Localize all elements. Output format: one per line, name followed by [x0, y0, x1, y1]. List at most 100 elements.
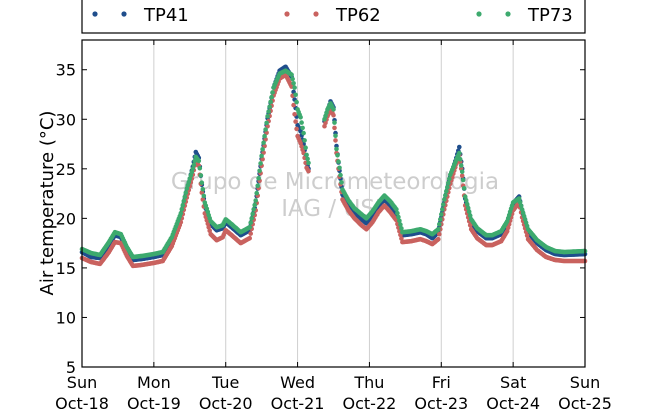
data-point — [261, 140, 266, 145]
data-point — [459, 173, 465, 179]
data-point — [289, 72, 294, 77]
data-point — [461, 186, 467, 191]
legend: TP41 TP62 TP73 — [81, 0, 586, 34]
data-point — [464, 201, 470, 207]
x-tick-label-date: Oct-23 — [414, 394, 468, 409]
data-point — [458, 163, 464, 168]
data-point — [331, 107, 336, 112]
legend-marker — [476, 11, 482, 17]
data-point — [332, 120, 337, 125]
x-tick-label-day: Wed — [280, 373, 315, 392]
data-point — [201, 193, 207, 199]
x-tick-label-date: Oct-24 — [486, 394, 540, 409]
data-point — [336, 159, 341, 164]
data-point — [199, 180, 205, 185]
data-point — [437, 231, 442, 237]
series-tp73 — [79, 68, 588, 260]
data-point — [291, 102, 296, 108]
data-point — [459, 169, 465, 175]
data-point — [248, 231, 253, 236]
x-tick-label-day: Thu — [353, 373, 384, 392]
data-point — [292, 85, 297, 90]
data-point — [301, 130, 306, 136]
data-point — [440, 207, 445, 212]
data-point — [516, 196, 522, 201]
data-point — [436, 236, 441, 242]
data-point — [198, 173, 204, 178]
data-point — [524, 233, 530, 238]
data-point — [293, 119, 298, 124]
x-tick-label-day: Mon — [137, 373, 171, 392]
data-point — [399, 226, 404, 231]
data-point — [518, 203, 524, 209]
data-point — [305, 156, 310, 162]
data-point — [181, 198, 187, 204]
data-point — [396, 214, 401, 220]
data-point — [446, 180, 451, 186]
x-tick-label-day: Sat — [500, 373, 526, 392]
legend-marker — [121, 11, 127, 17]
data-point — [457, 150, 462, 156]
x-tick-label-day: Tue — [211, 373, 239, 392]
data-point — [254, 190, 259, 196]
data-point — [467, 213, 473, 218]
data-point — [268, 99, 273, 105]
data-point — [460, 177, 466, 183]
x-tick-label-date: Oct-19 — [127, 394, 181, 409]
data-point — [300, 125, 305, 131]
data-point — [399, 236, 404, 241]
data-point — [197, 165, 203, 171]
data-point — [444, 189, 449, 194]
x-axis-ticks: Sun Oct-18 Mon Oct-19 Tue Oct-20 Wed Oct-21 Thu O… — [55, 40, 612, 409]
data-point — [269, 94, 274, 100]
y-tick-label: 5 — [66, 358, 76, 377]
x-tick-label-date: Oct-22 — [343, 394, 397, 409]
data-point — [457, 156, 463, 162]
data-point — [338, 172, 343, 178]
data-point — [298, 115, 303, 120]
data-point — [247, 235, 252, 241]
data-point — [397, 218, 402, 224]
data-point — [395, 210, 400, 216]
y-tick-label: 30 — [56, 110, 76, 129]
data-point — [505, 225, 511, 231]
data-point — [264, 120, 269, 126]
data-point — [394, 207, 399, 212]
data-point — [292, 112, 297, 117]
data-point — [333, 133, 338, 139]
data-point — [270, 90, 275, 95]
data-point — [191, 162, 197, 168]
data-point — [248, 220, 253, 226]
data-point — [290, 76, 295, 82]
legend-marker — [92, 11, 98, 17]
data-point — [247, 225, 252, 230]
x-tick-label-date: Oct-25 — [558, 394, 612, 409]
x-tick-label-day: Fri — [432, 373, 451, 392]
data-point — [265, 114, 270, 119]
data-point — [262, 133, 267, 139]
y-tick-label: 15 — [56, 259, 76, 278]
data-point — [306, 160, 311, 166]
data-point — [299, 120, 304, 125]
data-point — [255, 183, 260, 188]
data-point — [302, 138, 307, 143]
data-point — [183, 190, 189, 196]
data-point — [294, 99, 299, 105]
data-point — [257, 168, 262, 174]
data-point — [462, 194, 468, 199]
data-point — [333, 138, 338, 143]
x-tick-label-date: Oct-18 — [55, 394, 109, 409]
x-tick-label-date: Oct-20 — [199, 394, 253, 409]
data-point — [267, 104, 272, 109]
data-point — [294, 126, 299, 132]
data-point — [291, 81, 296, 86]
data-point — [253, 198, 258, 203]
y-axis-ticks: 5 10 15 20 25 30 35 — [56, 61, 585, 377]
data-point — [467, 223, 473, 228]
data-point — [466, 209, 472, 215]
data-point — [331, 113, 336, 118]
data-point — [445, 184, 450, 190]
data-point — [303, 145, 308, 150]
y-tick-label: 10 — [56, 308, 76, 327]
data-point — [179, 207, 185, 212]
